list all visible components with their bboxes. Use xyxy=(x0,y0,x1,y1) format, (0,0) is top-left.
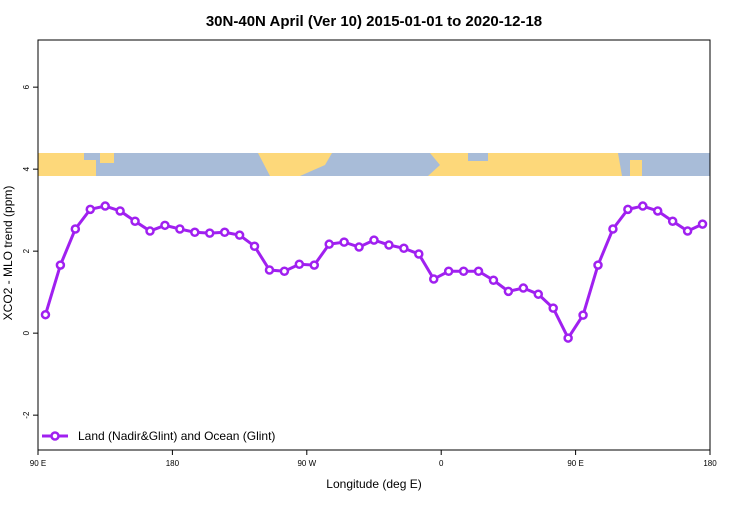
data-point xyxy=(473,266,484,276)
data-point xyxy=(518,283,529,293)
data-point xyxy=(294,259,305,270)
x-axis-label: Longitude (deg E) xyxy=(326,477,421,491)
data-point xyxy=(548,303,558,313)
data-point xyxy=(593,260,603,270)
data-point xyxy=(130,216,140,226)
data-point xyxy=(264,265,275,275)
data-point xyxy=(234,230,245,240)
chart-title: 30N-40N April (Ver 10) 2015-01-01 to 202… xyxy=(206,13,542,30)
data-point xyxy=(175,224,185,234)
data-point xyxy=(369,235,379,245)
data-point xyxy=(563,333,573,343)
data-point xyxy=(85,204,96,215)
data-point xyxy=(354,242,364,252)
data-point xyxy=(384,240,394,250)
data-point xyxy=(652,206,663,216)
x-tick-label: 0 xyxy=(439,459,444,468)
data-point xyxy=(608,224,618,234)
x-tick-label: 90 W xyxy=(297,459,316,468)
data-point xyxy=(443,266,454,276)
plot-frame xyxy=(37,39,711,451)
data-point xyxy=(682,226,693,236)
data-point xyxy=(623,204,633,215)
data-point xyxy=(578,310,588,320)
data-point xyxy=(697,219,708,229)
y-tick-label: 0 xyxy=(22,330,31,335)
data-point xyxy=(219,227,230,238)
x-tick-label: 90 E xyxy=(30,459,46,468)
data-point xyxy=(414,249,424,259)
y-tick-label: -2 xyxy=(22,411,31,419)
data-point xyxy=(458,266,469,276)
data-point xyxy=(488,275,499,286)
data-point xyxy=(324,239,334,249)
map-strip xyxy=(38,153,710,176)
data-point xyxy=(279,266,290,276)
data-point xyxy=(145,226,155,236)
y-tick-label: 4 xyxy=(22,166,31,171)
data-point xyxy=(533,289,544,299)
y-tick-label: 6 xyxy=(22,84,31,89)
data-point xyxy=(667,216,678,226)
data-point xyxy=(309,260,320,270)
y-tick-label: 2 xyxy=(22,248,31,253)
data-point xyxy=(339,237,349,247)
data-point xyxy=(115,206,125,216)
data-point xyxy=(100,201,110,211)
data-point xyxy=(503,286,514,297)
legend-marker xyxy=(50,431,60,441)
data-point xyxy=(204,228,215,238)
x-tick-label: 180 xyxy=(166,459,180,468)
x-tick-label: 180 xyxy=(703,459,717,468)
data-point xyxy=(160,220,170,231)
data-point xyxy=(40,309,51,320)
data-point xyxy=(190,227,200,238)
x-tick-label: 90 E xyxy=(567,459,583,468)
legend-label: Land (Nadir&Glint) and Ocean (Glint) xyxy=(78,429,275,443)
data-point xyxy=(428,274,439,284)
y-axis-label: XCO2 - MLO trend (ppm) xyxy=(1,186,15,321)
data-point xyxy=(249,241,260,251)
data-point xyxy=(638,201,648,211)
data-point xyxy=(55,260,66,270)
data-point xyxy=(399,243,409,254)
data-point xyxy=(70,224,81,234)
